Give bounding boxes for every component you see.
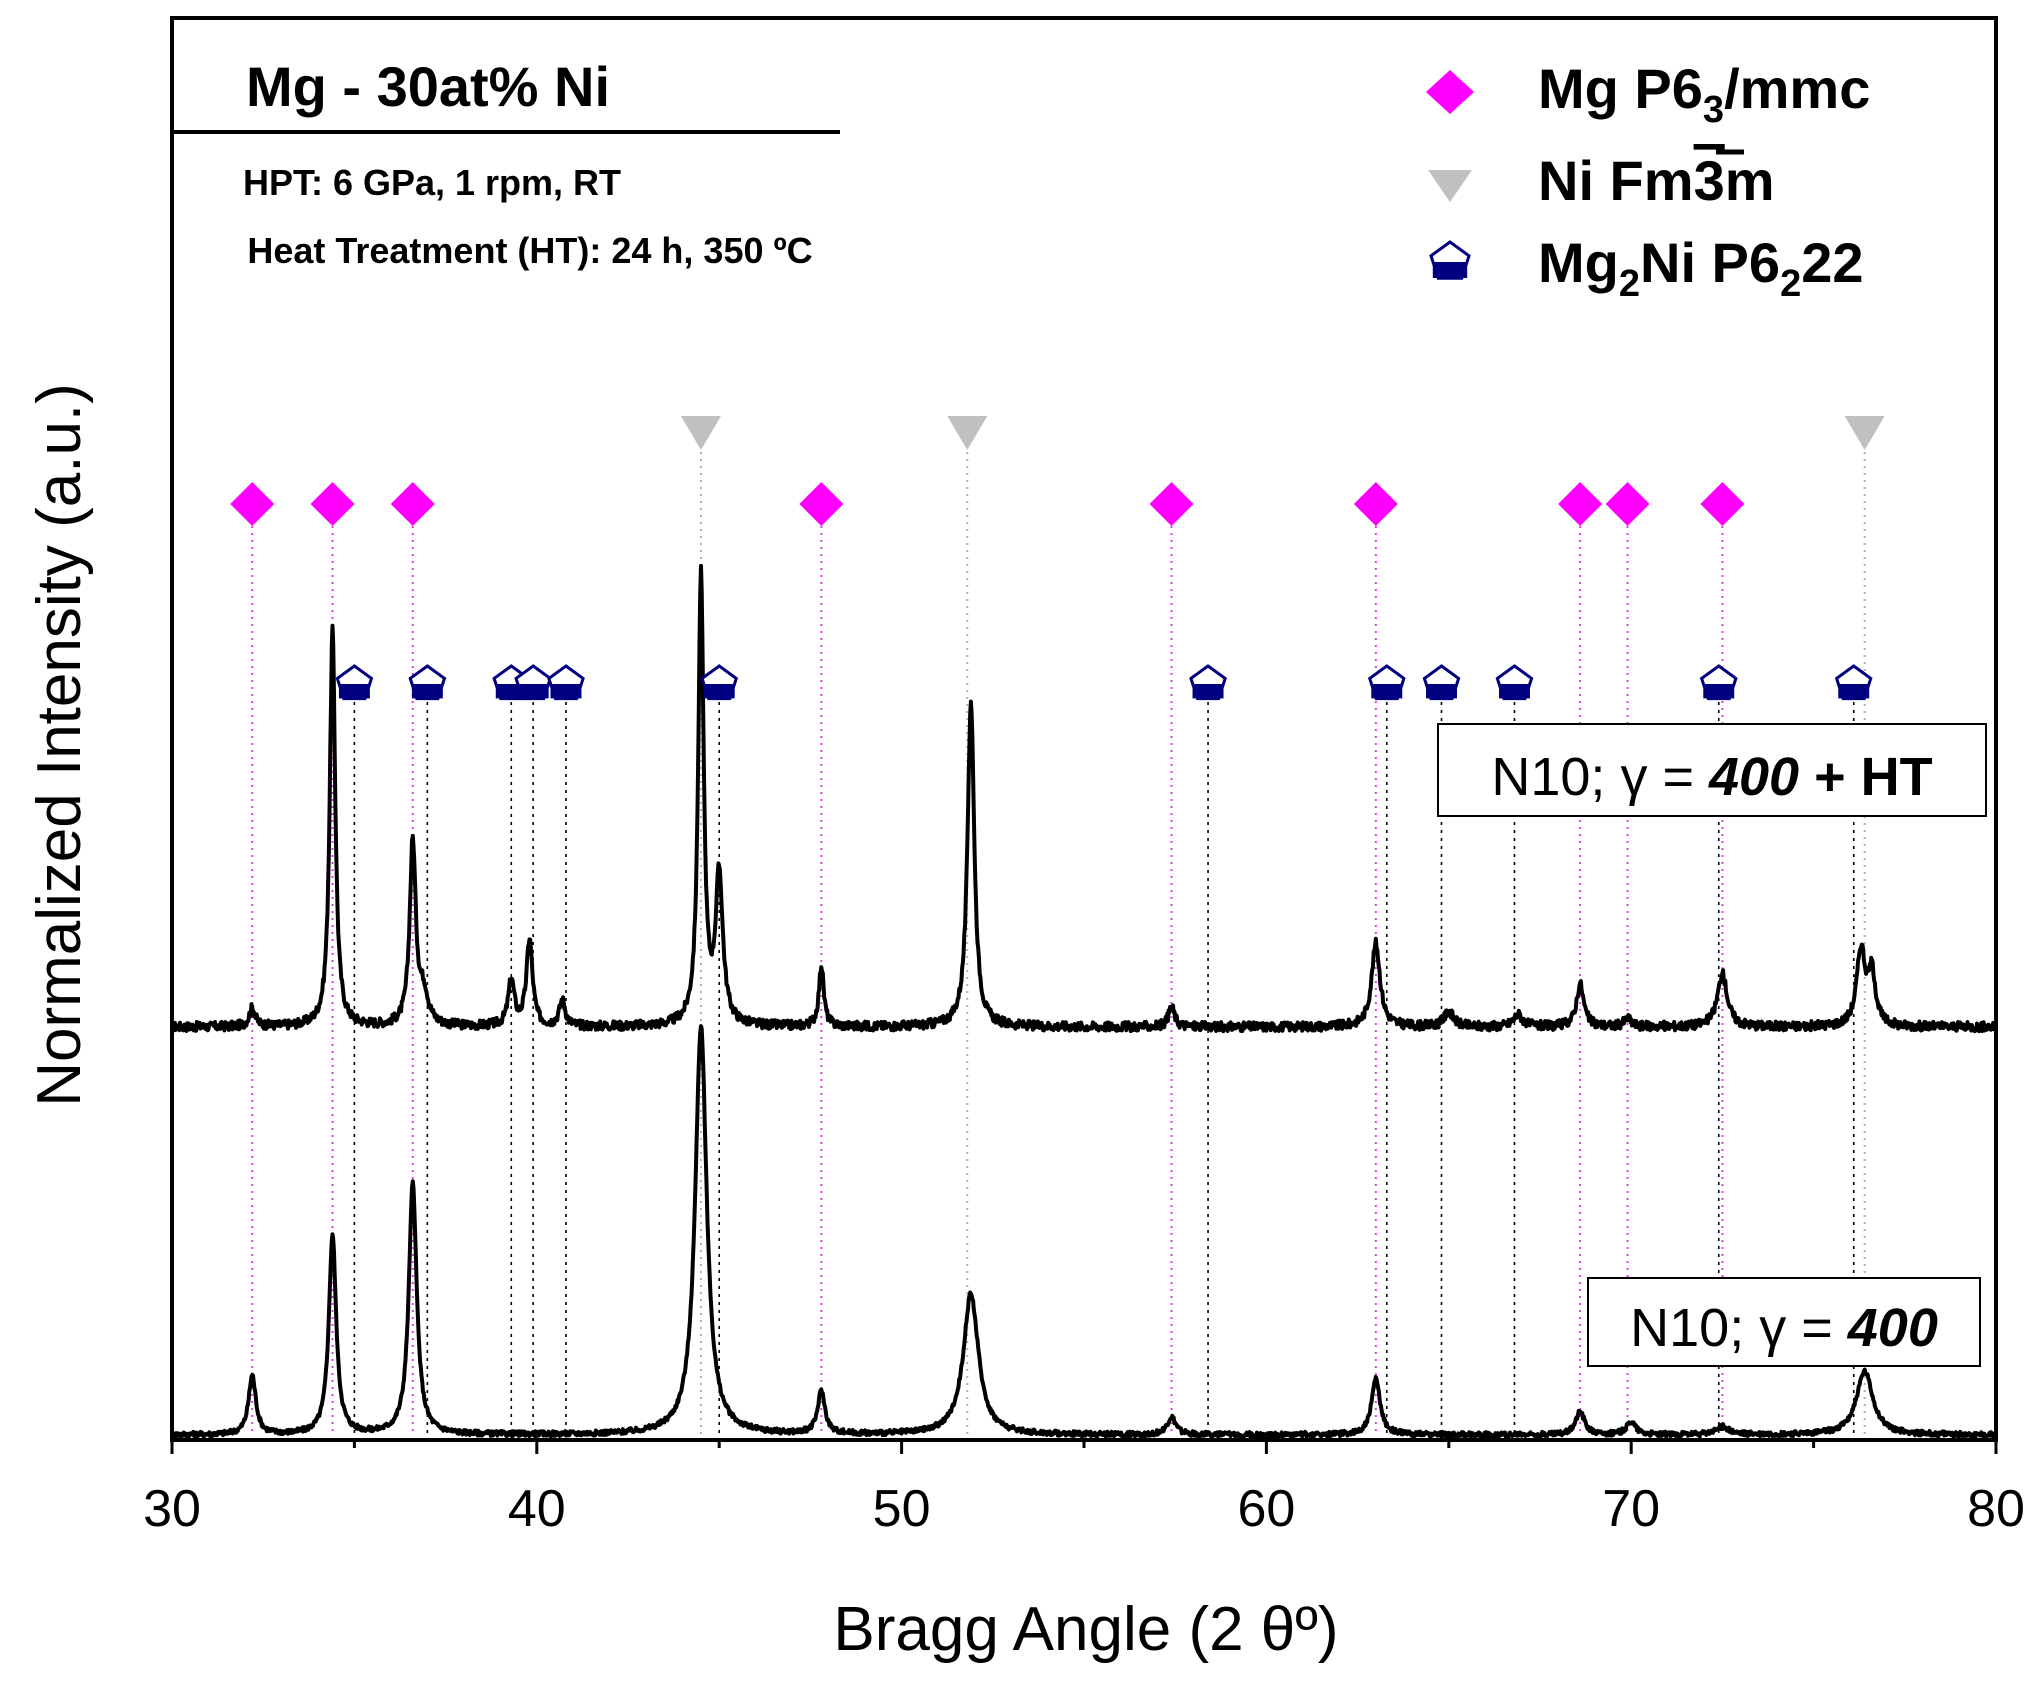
legend-pentagon-shape-fill bbox=[1432, 262, 1468, 278]
series-line-as-processed bbox=[170, 1024, 1998, 1440]
mg-phase-marker bbox=[1700, 482, 1745, 526]
legend: Mg P63/mmc Ni Fm3m Mg2Ni P6222 bbox=[1426, 57, 1870, 305]
mg2ni-phase-marker-fill bbox=[1703, 684, 1735, 699]
mg2ni-phase-marker bbox=[547, 664, 585, 701]
series-label-asprocessed-text: N10; γ = 400 bbox=[1630, 1298, 1938, 1358]
mg2ni-phase-marker-fill bbox=[1426, 684, 1457, 699]
mg2ni-phase-marker bbox=[1367, 664, 1406, 701]
x-axis-title: Bragg Angle (2 θº) bbox=[833, 1595, 1338, 1664]
mg-phase-marker bbox=[390, 482, 435, 526]
legend-label-mg2ni: Mg2Ni P6222 bbox=[1538, 231, 1864, 305]
mg2ni-phase-marker-fill bbox=[1498, 684, 1530, 699]
chart-title: Mg - 30at% Ni bbox=[246, 55, 610, 118]
legend-label-ni: Ni Fm3m bbox=[1538, 149, 1775, 212]
legend-diamond-marker bbox=[1426, 70, 1474, 114]
mg2ni-phase-marker-fill bbox=[411, 684, 443, 699]
x-tick-label: 40 bbox=[508, 1480, 566, 1538]
series-label-asprocessed-box bbox=[1587, 1277, 1981, 1367]
x-tick-label: 50 bbox=[873, 1480, 931, 1538]
series-label-ht-text: N10; γ = 400 + HT bbox=[1491, 747, 1932, 807]
subtitle-line-1: HPT: 6 GPa, 1 rpm, RT bbox=[243, 162, 621, 203]
legend-label-mg: Mg P63/mmc bbox=[1538, 57, 1870, 131]
legend-pentagon-marker bbox=[1429, 240, 1471, 280]
mg2ni-phase-marker-fill bbox=[1371, 684, 1403, 699]
series-label-ht-box bbox=[1437, 723, 1987, 817]
mg2ni-phase-marker-fill bbox=[517, 684, 549, 699]
mg2ni-phase-marker bbox=[1834, 664, 1873, 701]
series-label-ht: N10; γ = 400 + HT bbox=[1437, 723, 1987, 817]
x-tick-label: 80 bbox=[1967, 1480, 2025, 1538]
legend-item-mg2ni: Mg2Ni P6222 bbox=[1429, 231, 1864, 305]
mg-phase-marker bbox=[1353, 482, 1398, 526]
legend-pentagon-shape bbox=[1429, 240, 1471, 280]
ni-phase-marker bbox=[680, 416, 721, 450]
x-tick-label: 30 bbox=[143, 1480, 201, 1538]
x-ticks: 30 40 50 60 70 80 bbox=[143, 1440, 2025, 1538]
mg-phase-marker bbox=[230, 482, 275, 526]
mg2ni-phase-marker bbox=[1699, 664, 1738, 701]
mg2ni-phase-marker bbox=[514, 664, 553, 701]
mg2ni-phase-marker bbox=[335, 664, 374, 701]
mg2ni-phase-marker-fill bbox=[1838, 684, 1870, 699]
mg2ni-phase-marker-fill bbox=[338, 684, 370, 699]
mg2ni-phase-marker bbox=[1495, 664, 1534, 701]
mg2ni-phase-marker bbox=[1189, 664, 1227, 701]
phase-markers bbox=[230, 416, 1885, 701]
mg2ni-phase-marker bbox=[700, 664, 739, 701]
series-line-heat-treated bbox=[170, 563, 1998, 1034]
legend-triangle-marker bbox=[1428, 170, 1472, 202]
ni-phase-marker bbox=[947, 416, 988, 450]
mg2ni-phase-marker bbox=[1422, 664, 1461, 701]
mg-phase-marker bbox=[310, 482, 355, 526]
mg2ni-phase-marker-fill bbox=[550, 684, 582, 699]
series-label-asprocessed: N10; γ = 400 bbox=[1587, 1277, 1981, 1367]
ni-phase-marker bbox=[1844, 416, 1885, 450]
mg-phase-marker bbox=[1558, 482, 1603, 526]
series-layer bbox=[170, 563, 1998, 1440]
mg-phase-marker bbox=[799, 482, 844, 526]
legend-item-mg: Mg P63/mmc bbox=[1426, 57, 1870, 131]
mg-phase-marker bbox=[1149, 482, 1194, 526]
mg2ni-phase-marker-fill bbox=[703, 684, 735, 699]
y-axis-title: Normalized Intensity (a.u.) bbox=[25, 383, 94, 1107]
mg-phase-marker bbox=[1605, 482, 1650, 526]
x-tick-label: 70 bbox=[1602, 1480, 1660, 1538]
mg2ni-phase-marker bbox=[408, 664, 447, 701]
legend-item-ni: Ni Fm3m bbox=[1428, 149, 1775, 212]
subtitle-line-2: Heat Treatment (HT): 24 h, 350 ºC bbox=[247, 230, 812, 271]
mg2ni-phase-marker-fill bbox=[1192, 684, 1224, 699]
x-tick-label: 60 bbox=[1237, 1480, 1295, 1538]
